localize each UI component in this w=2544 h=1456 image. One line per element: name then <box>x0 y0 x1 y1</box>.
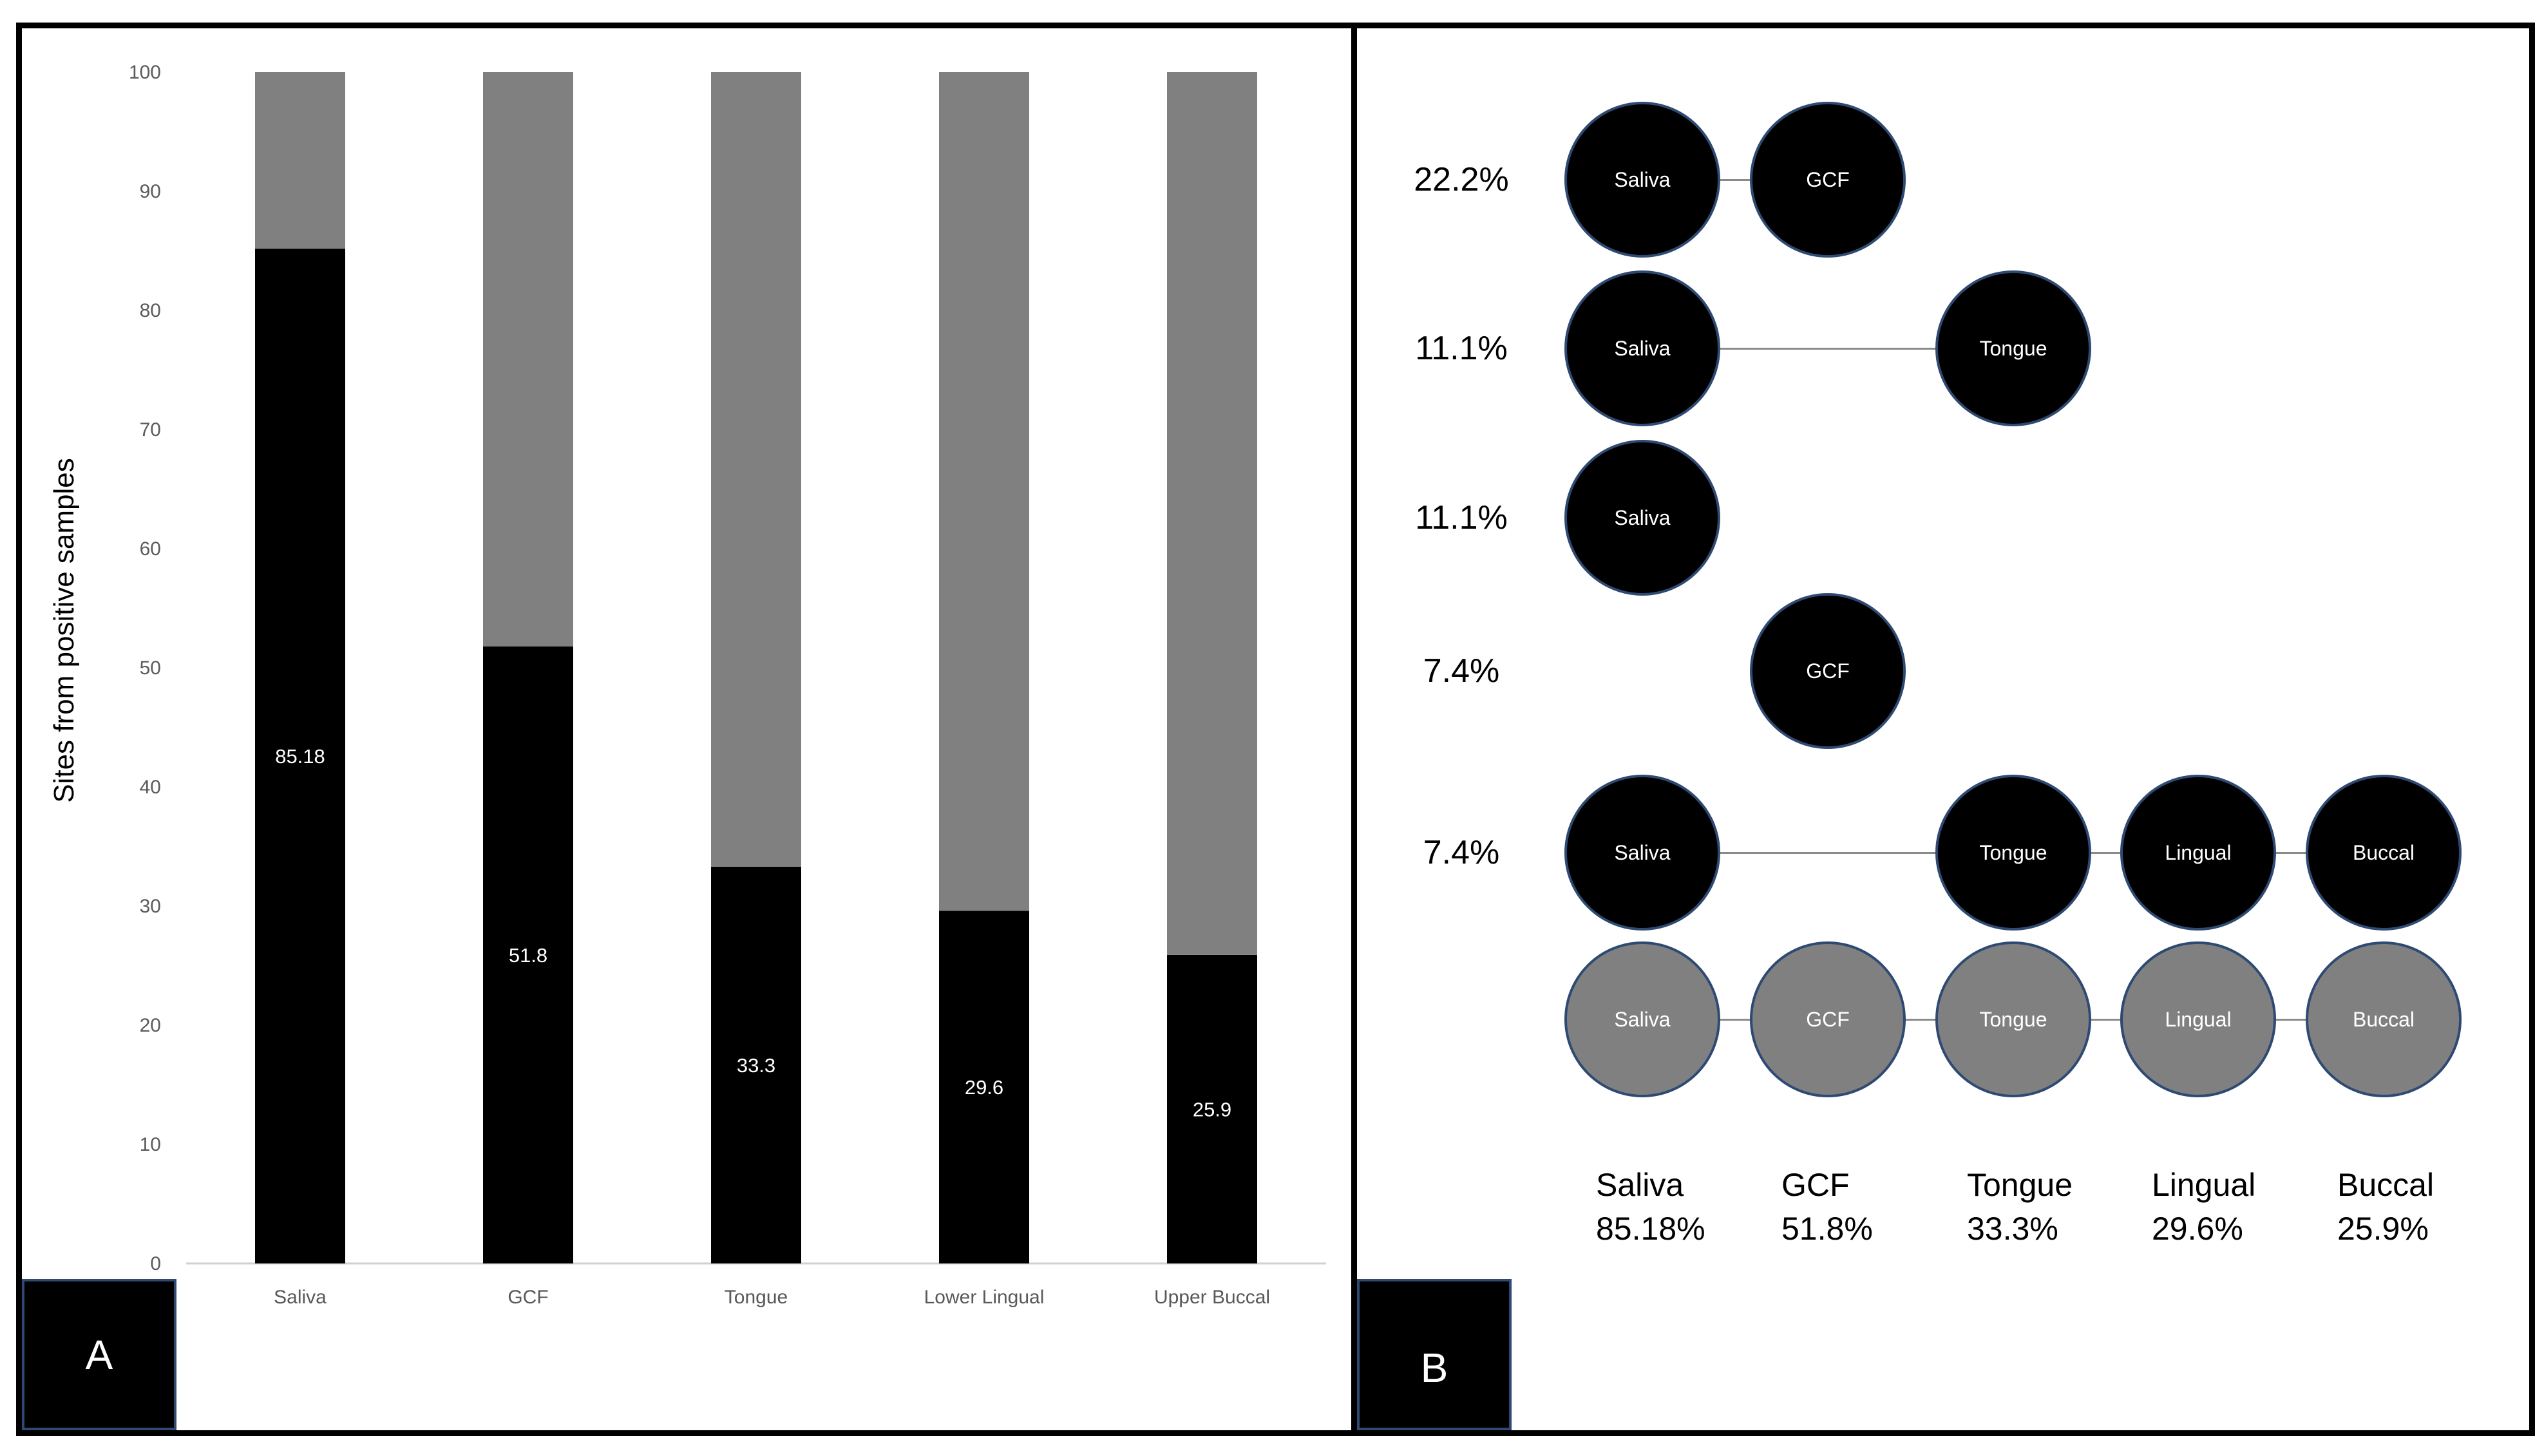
bar-data-label: 51.8 <box>509 944 547 967</box>
y-tick-label: 40 <box>140 777 161 798</box>
combination-percent: 11.1% <box>1415 330 1508 367</box>
site-node: Saliva <box>1564 102 1720 258</box>
site-node: Saliva <box>1564 270 1720 426</box>
bar-positive <box>711 866 801 1263</box>
site-summary-value: 25.9% <box>2337 1211 2429 1247</box>
bar-data-label: 25.9 <box>1193 1098 1231 1120</box>
bar-positive <box>255 249 345 1263</box>
site-summary-value: 51.8% <box>1781 1211 1873 1247</box>
y-tick-label: 80 <box>140 300 161 321</box>
y-tick-label: 90 <box>140 181 161 202</box>
panel-b-tag: B <box>1357 1279 1512 1430</box>
site-node: GCF <box>1750 102 1906 258</box>
node-link <box>1642 1019 1828 1021</box>
x-category-label: GCF <box>508 1287 548 1308</box>
combination-percent: 11.1% <box>1415 499 1508 536</box>
bar-data-label: 33.3 <box>737 1054 775 1077</box>
y-tick-label: 30 <box>140 896 161 917</box>
node-link <box>1642 852 2013 854</box>
site-summary-value: 29.6% <box>2152 1211 2243 1247</box>
site-node: Buccal <box>2306 775 2462 931</box>
node-link <box>2013 852 2198 854</box>
site-node: Saliva <box>1564 775 1720 931</box>
y-tick-label: 100 <box>129 62 161 83</box>
site-summary: Saliva 85.18% <box>1596 1163 1705 1251</box>
site-node: GCF <box>1750 593 1906 749</box>
bar-remainder <box>255 72 345 249</box>
site-node: GCF <box>1750 941 1906 1097</box>
site-node: Saliva <box>1564 440 1720 596</box>
node-link <box>2198 1019 2384 1021</box>
x-category-label: Tongue <box>725 1287 788 1308</box>
node-link <box>2198 852 2384 854</box>
site-summary-name: Saliva <box>1596 1167 1684 1203</box>
y-tick-label: 10 <box>140 1134 161 1155</box>
site-summary: Tongue 33.3% <box>1967 1163 2073 1251</box>
site-summary-name: GCF <box>1781 1167 1850 1203</box>
combination-percent: 7.4% <box>1423 652 1500 690</box>
y-tick-label: 60 <box>140 538 161 560</box>
combination-percent: 22.2% <box>1414 161 1509 198</box>
combination-percent: 7.4% <box>1423 834 1500 871</box>
site-node: Tongue <box>1935 270 2091 426</box>
bar-positive <box>1167 954 1257 1263</box>
node-link <box>2013 1019 2198 1021</box>
bar-positive <box>483 646 573 1263</box>
site-summary-name: Tongue <box>1967 1167 2073 1203</box>
bar-remainder <box>939 72 1029 911</box>
site-summary: Lingual 29.6% <box>2152 1163 2255 1251</box>
bar-positive <box>939 911 1029 1263</box>
y-tick-label: 50 <box>140 657 161 679</box>
site-node: Tongue <box>1935 775 2091 931</box>
x-category-label: Lower Lingual <box>924 1287 1045 1308</box>
site-summary-value: 33.3% <box>1967 1211 2058 1247</box>
bar-data-label: 29.6 <box>965 1076 1003 1099</box>
y-axis-label: Sites from positive samples <box>48 458 80 803</box>
bar-remainder <box>483 72 573 647</box>
bar-chart: Sites from positive samples 0 10 20 30 40 50 6… <box>48 62 1326 1308</box>
node-link <box>1642 348 2013 350</box>
panel-a-tag: A <box>22 1279 176 1430</box>
site-node: Lingual <box>2120 941 2276 1097</box>
node-link <box>1828 1019 2013 1021</box>
panel-a: Sites from positive samples 0 10 20 30 40 50 6… <box>16 23 1359 1436</box>
site-summary-name: Lingual <box>2152 1167 2256 1203</box>
bar-remainder <box>711 72 801 867</box>
site-summary-name: Buccal <box>2337 1167 2435 1203</box>
site-summary-value: 85.18% <box>1596 1211 1705 1247</box>
bar-remainder <box>1167 72 1257 955</box>
site-node: Tongue <box>1935 941 2091 1097</box>
site-summary: GCF 51.8% <box>1781 1163 1873 1251</box>
y-tick-label: 70 <box>140 419 161 440</box>
site-node: Lingual <box>2120 775 2276 931</box>
y-tick-label: 0 <box>150 1253 161 1274</box>
site-summary: Buccal 25.9% <box>2337 1163 2434 1251</box>
site-node: Buccal <box>2306 941 2462 1097</box>
node-link <box>1642 179 1828 181</box>
panel-b: Saliva GCF 22.2% Saliva Tongue 11.1% Saliva 11.… <box>1351 23 2535 1436</box>
y-tick-label: 20 <box>140 1015 161 1036</box>
bar-data-label: 85.18 <box>275 745 325 768</box>
x-category-label: Upper Buccal <box>1154 1287 1270 1308</box>
site-node: Saliva <box>1564 941 1720 1097</box>
x-category-label: Saliva <box>274 1287 327 1308</box>
